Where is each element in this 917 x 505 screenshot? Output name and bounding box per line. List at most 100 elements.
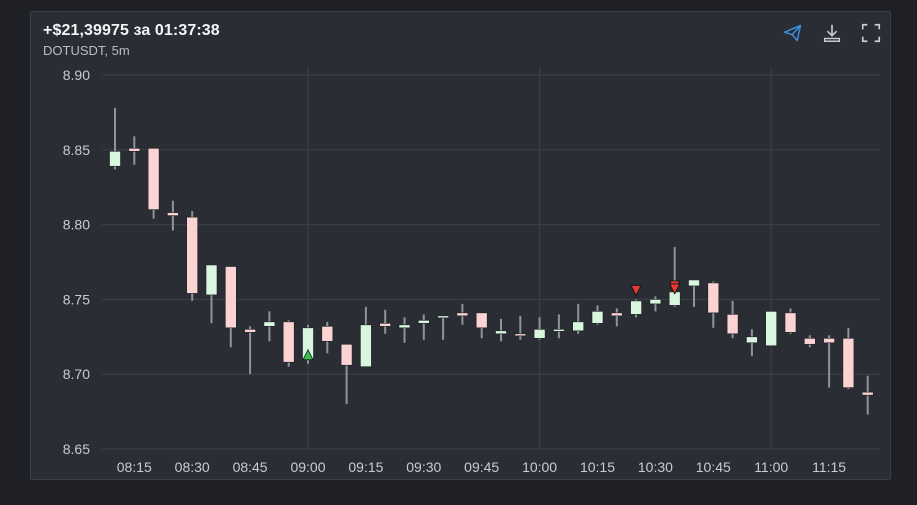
sell-marker <box>669 283 681 295</box>
x-tick-label: 09:30 <box>406 459 441 475</box>
candle <box>225 266 237 348</box>
trade-markers <box>302 280 681 361</box>
candle <box>475 312 488 339</box>
candle <box>360 306 372 368</box>
candle-body <box>167 212 179 216</box>
candle <box>379 309 392 334</box>
send-icon[interactable] <box>780 21 806 45</box>
x-tick-label: 10:00 <box>522 459 557 475</box>
candle <box>668 247 681 307</box>
candle <box>842 327 855 390</box>
candle <box>803 335 816 348</box>
y-axis: 8.90 8.85 8.80 8.75 8.70 8.65 <box>63 67 90 457</box>
candle-body <box>321 326 334 342</box>
download-icon[interactable] <box>819 21 845 45</box>
candle <box>746 329 758 357</box>
y-tick-label: 8.70 <box>63 366 90 382</box>
candle-body <box>842 337 855 388</box>
candle <box>282 320 295 367</box>
candle <box>128 136 141 165</box>
candle <box>321 321 334 354</box>
candle <box>263 311 276 342</box>
candle <box>495 318 507 342</box>
candle-body <box>572 321 585 332</box>
candle <box>340 343 353 405</box>
candle-body <box>803 337 816 345</box>
x-tick-label: 08:30 <box>175 459 210 475</box>
candle-body <box>340 343 353 366</box>
candle-body <box>610 312 623 317</box>
candle <box>109 107 121 170</box>
candle <box>784 308 797 334</box>
candle <box>533 317 546 340</box>
candle-body <box>707 282 720 314</box>
candle <box>591 305 604 325</box>
buy-marker <box>302 348 314 361</box>
candle-body <box>746 336 758 344</box>
x-tick-label: 10:15 <box>580 459 615 475</box>
candle-body <box>360 324 372 368</box>
candle <box>610 308 623 327</box>
candle <box>726 300 739 339</box>
x-tick-label: 08:45 <box>233 459 268 475</box>
x-tick-label: 08:15 <box>117 459 152 475</box>
candle <box>765 311 778 347</box>
candle <box>244 326 256 375</box>
x-axis: 08:15 08:30 08:45 09:00 09:15 09:30 09:45 10:00… <box>117 459 847 475</box>
candle-body <box>726 314 739 335</box>
y-tick-label: 8.75 <box>63 291 90 307</box>
candle-body <box>225 266 237 329</box>
candle <box>147 148 160 219</box>
x-tick-label: 09:15 <box>348 459 383 475</box>
candle-body <box>128 148 141 152</box>
candle-body <box>495 330 507 335</box>
x-tick-label: 10:45 <box>696 459 731 475</box>
candle-body <box>688 279 700 287</box>
candle <box>630 299 642 318</box>
candle <box>205 264 218 324</box>
grid-lines <box>102 67 880 450</box>
chart-title: +$21,39975 за 01:37:38 <box>43 22 220 39</box>
fullscreen-icon[interactable] <box>858 21 884 45</box>
y-tick-label: 8.90 <box>63 67 90 83</box>
candle <box>514 315 527 340</box>
x-tick-label: 09:45 <box>464 459 499 475</box>
x-tick-label: 10:30 <box>638 459 673 475</box>
chart-panel: +$21,39975 за 01:37:38 DOTUSDT, 5m <box>30 11 891 480</box>
candle-body <box>533 329 546 339</box>
candle-body <box>437 315 449 319</box>
candle-body <box>186 216 198 294</box>
candle-body <box>456 312 469 317</box>
candle-body <box>591 311 604 324</box>
y-tick-label: 8.85 <box>63 142 90 158</box>
x-tick-label: 09:00 <box>290 459 325 475</box>
candle-body <box>514 333 527 337</box>
candle-body <box>630 300 642 315</box>
candle-body <box>244 329 256 333</box>
candle-body <box>205 264 218 296</box>
candle <box>572 303 585 334</box>
x-tick-label: 11:15 <box>812 459 846 475</box>
candle-body <box>765 311 778 347</box>
candle-body <box>649 299 662 305</box>
candle-body <box>417 320 430 324</box>
candle <box>167 200 179 231</box>
candle-body <box>553 329 565 332</box>
candle <box>553 314 565 339</box>
candle <box>861 375 874 415</box>
candle-body <box>398 324 411 329</box>
candle-body <box>282 321 295 363</box>
candle <box>437 315 449 340</box>
candle-body <box>263 321 276 327</box>
y-tick-label: 8.80 <box>63 217 90 233</box>
chart-toolbar <box>780 21 884 45</box>
candle-body <box>823 337 835 344</box>
candle-body <box>379 323 392 327</box>
candle <box>186 211 198 301</box>
candles <box>109 107 874 415</box>
candle <box>688 279 700 307</box>
candle-body <box>475 312 488 329</box>
candle-body <box>861 391 874 396</box>
sell-marker <box>630 285 642 297</box>
